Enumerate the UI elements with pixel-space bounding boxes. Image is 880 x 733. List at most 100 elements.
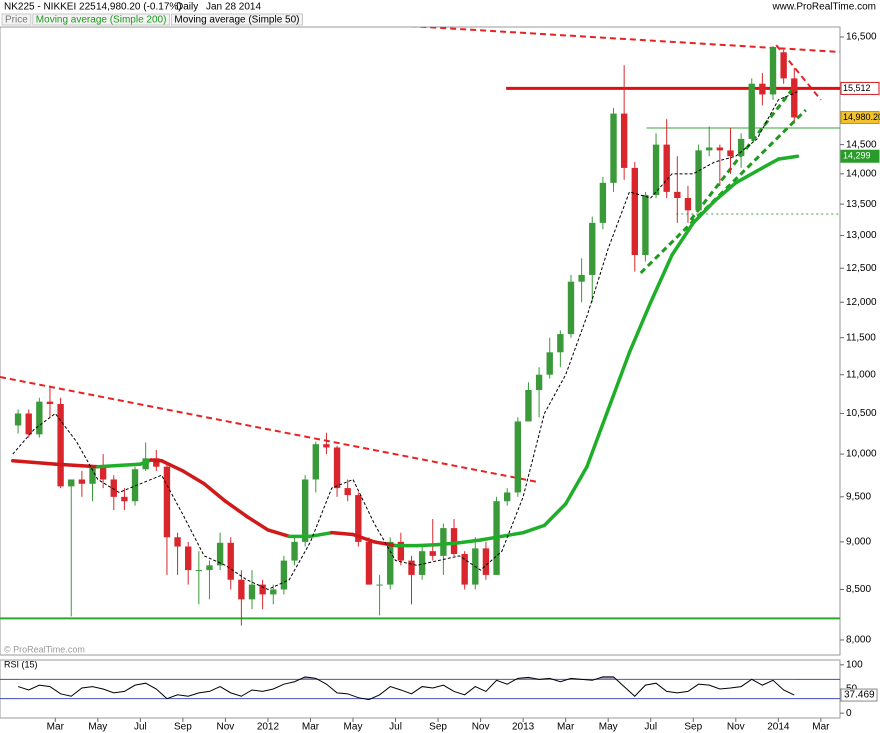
rsi-line bbox=[17, 676, 795, 701]
ma-segment bbox=[329, 530, 355, 537]
candle-body bbox=[663, 144, 670, 192]
y-tick-label: 9,500 bbox=[846, 491, 871, 502]
price-label: 14,299 bbox=[843, 151, 871, 161]
rsi-plot bbox=[0, 676, 840, 701]
ma-segment bbox=[11, 459, 58, 466]
symbol: NK225 - NIKKEI 225 bbox=[4, 2, 96, 13]
x-tick-label: May bbox=[88, 722, 107, 733]
candle-body bbox=[216, 542, 224, 566]
ma-segment bbox=[755, 157, 781, 173]
candle-body bbox=[706, 147, 713, 151]
x-tick-label: May bbox=[344, 722, 363, 733]
ma-segment bbox=[138, 458, 153, 466]
candle-body bbox=[68, 479, 75, 487]
candle-body bbox=[344, 488, 351, 496]
y-tick-label: 100 bbox=[846, 659, 863, 670]
candle-body bbox=[589, 222, 596, 275]
x-tick-label: 2014 bbox=[767, 722, 790, 733]
candle-body bbox=[25, 413, 32, 435]
ma-segment bbox=[149, 458, 164, 463]
candle-body bbox=[737, 138, 745, 157]
x-tick-label: Sep bbox=[429, 722, 447, 733]
candle-body bbox=[312, 444, 319, 480]
x-tick-label: Nov bbox=[472, 722, 490, 733]
candle-body bbox=[429, 551, 436, 556]
legend-label: Moving average (Simple 200) bbox=[36, 15, 167, 26]
candle-body bbox=[376, 584, 383, 586]
ma-segment bbox=[223, 499, 249, 519]
candle-body bbox=[14, 413, 22, 426]
candle-body bbox=[716, 147, 724, 151]
candle-body bbox=[546, 352, 553, 375]
y-tick-label: 10,500 bbox=[846, 408, 877, 419]
price-label: 14,980.20 bbox=[843, 112, 880, 122]
ma-segment bbox=[244, 514, 270, 532]
candle-body bbox=[727, 150, 734, 157]
candle-body bbox=[759, 83, 766, 95]
candle-body bbox=[185, 546, 192, 571]
candle-body bbox=[620, 113, 628, 168]
y-tick-label: 14,000 bbox=[846, 168, 877, 179]
candle-body bbox=[610, 113, 617, 183]
candle-body bbox=[557, 334, 564, 353]
price-plot bbox=[0, 27, 840, 626]
y-tick-label: 14,500 bbox=[846, 139, 877, 150]
ma-segment bbox=[202, 482, 228, 503]
candle-body bbox=[748, 83, 755, 139]
price-box bbox=[840, 149, 880, 163]
ma-segment bbox=[606, 350, 632, 412]
candle-body bbox=[791, 78, 798, 118]
ma-segment bbox=[415, 542, 440, 548]
candle-body bbox=[238, 579, 245, 600]
x-tick-label: Jul bbox=[134, 722, 147, 733]
candle-body bbox=[99, 466, 107, 480]
candle-body bbox=[46, 401, 54, 405]
candle-body bbox=[153, 458, 160, 467]
x-tick-label: Nov bbox=[217, 722, 235, 733]
candle-body bbox=[248, 584, 256, 600]
candle-body bbox=[652, 144, 660, 195]
x-tick-label: Mar bbox=[47, 722, 65, 733]
candle-body bbox=[514, 421, 522, 493]
y-tick-label: 0 bbox=[846, 708, 852, 719]
y-tick-label: 11,000 bbox=[846, 369, 876, 380]
candle-body bbox=[535, 374, 543, 391]
candle-body bbox=[387, 541, 394, 585]
y-tick-label: 9,000 bbox=[846, 537, 871, 548]
x-tick-label: 2013 bbox=[512, 722, 535, 733]
candle-body bbox=[89, 466, 96, 484]
rsi-title: RSI (15) bbox=[4, 659, 38, 669]
candle-body bbox=[110, 479, 117, 497]
ma-segment bbox=[627, 300, 653, 355]
candle-body bbox=[642, 194, 649, 256]
ma-segment bbox=[563, 464, 589, 506]
candle-body bbox=[769, 47, 777, 95]
price-panel bbox=[0, 26, 841, 656]
candle-body bbox=[695, 150, 702, 211]
x-tick-label: Nov bbox=[727, 722, 745, 733]
y-tick-label: 8,000 bbox=[846, 635, 871, 646]
candle-body bbox=[301, 479, 309, 542]
ma-segment bbox=[670, 221, 696, 257]
candle-body bbox=[631, 167, 638, 256]
y-tick-label: 12,500 bbox=[846, 263, 877, 274]
ma-segment bbox=[436, 541, 462, 547]
ma-segment bbox=[159, 459, 185, 473]
y-tick-label: 16,500 bbox=[846, 32, 877, 43]
candle-body bbox=[482, 548, 490, 575]
ma-segment bbox=[585, 407, 610, 469]
candle-body bbox=[36, 401, 43, 435]
ma-segment bbox=[478, 534, 504, 542]
candle-body bbox=[674, 191, 681, 198]
x-tick-label: Jul bbox=[644, 722, 657, 733]
candle-body bbox=[131, 469, 139, 502]
candle-body bbox=[525, 390, 532, 422]
value-box bbox=[840, 688, 878, 702]
candle-body bbox=[206, 565, 213, 571]
price-label: 15,512 bbox=[843, 83, 871, 93]
candle-body bbox=[333, 447, 341, 489]
y-tick-label: 10,000 bbox=[846, 449, 877, 460]
candle-body bbox=[78, 479, 86, 484]
candle-body bbox=[461, 553, 468, 585]
